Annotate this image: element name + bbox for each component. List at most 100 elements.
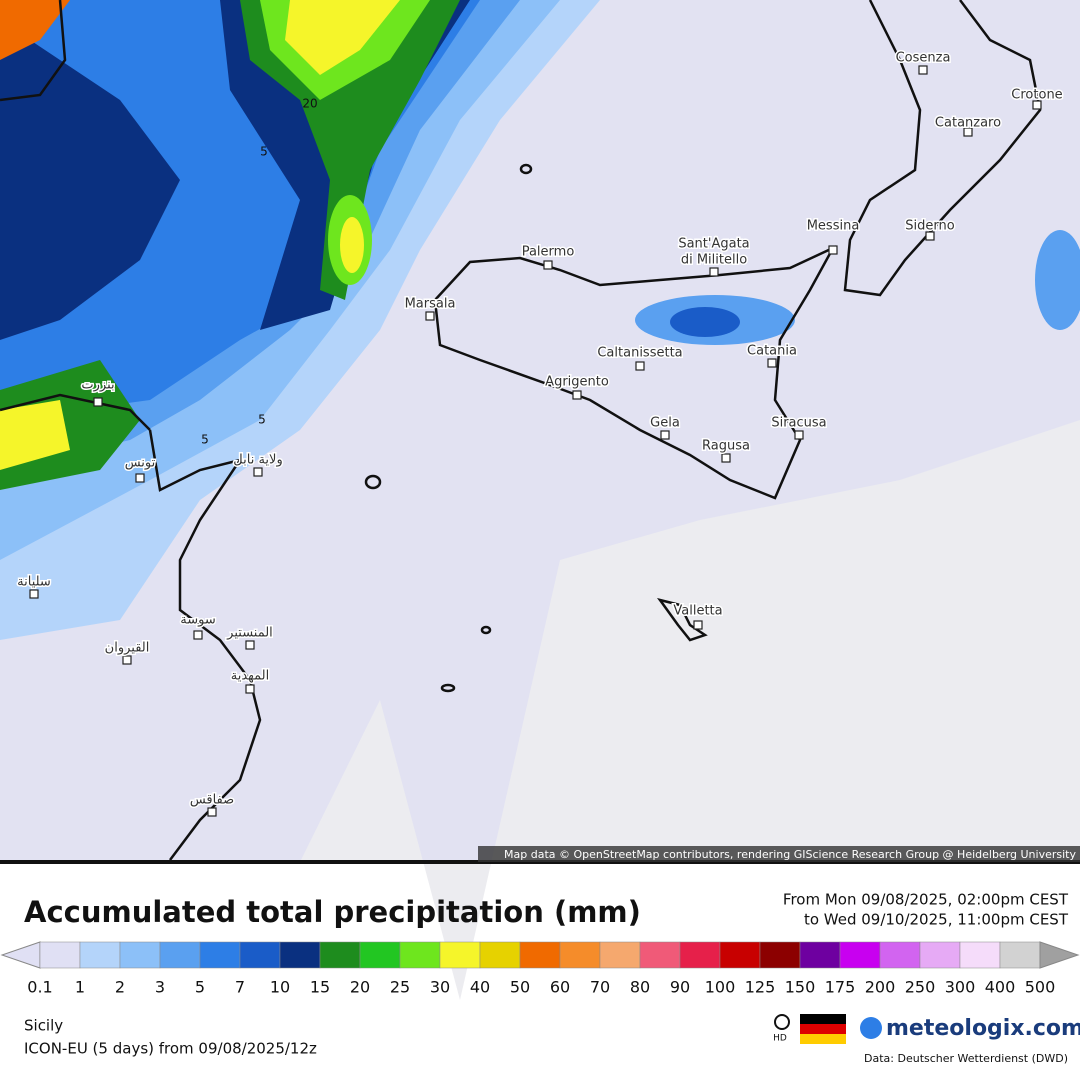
city-label: di Militello <box>681 253 747 268</box>
city-marker <box>135 473 145 483</box>
legend-tick-label: 100 <box>705 978 736 997</box>
city-marker <box>122 655 132 665</box>
legend-arrow-right <box>1039 941 1080 969</box>
city-label: Gela <box>650 416 680 431</box>
region: Sicily <box>24 1017 63 1035</box>
legend-tick-label: 50 <box>510 978 530 997</box>
legend-swatch <box>479 941 521 969</box>
city-marker <box>245 684 255 694</box>
legend-swatch <box>999 941 1041 969</box>
city-label: سليانة <box>17 575 51 590</box>
city-label: المنستير <box>226 626 273 641</box>
city-label: تونس <box>125 456 156 471</box>
legend-tick-label: 125 <box>745 978 776 997</box>
city-label: Messina <box>807 219 860 234</box>
city-marker <box>918 65 928 75</box>
legend-tick-label: 0.1 <box>27 978 52 997</box>
legend-swatch <box>679 941 721 969</box>
legend-tick-label: 60 <box>550 978 570 997</box>
legend-tick-label: 1 <box>75 978 85 997</box>
city-marker <box>193 630 203 640</box>
legend-tick-label: 15 <box>310 978 330 997</box>
legend-swatch <box>279 941 321 969</box>
legend-swatch <box>879 941 921 969</box>
contour-label: 5 <box>260 145 268 159</box>
brand: meteologix.com <box>886 1016 1080 1041</box>
city-label: Caltanissetta <box>597 346 682 361</box>
city-label: صفاقس <box>190 793 234 808</box>
legend-tick-label: 300 <box>945 978 976 997</box>
legend-title: Accumulated total precipitation (mm) <box>24 895 641 929</box>
city-marker <box>29 589 39 599</box>
city-label: Crotone <box>1011 88 1062 103</box>
city-marker <box>963 127 973 137</box>
city-label: القيروان <box>105 641 150 656</box>
legend-tick-label: 7 <box>235 978 245 997</box>
legend-swatch <box>119 941 161 969</box>
legend-swatch <box>79 941 121 969</box>
contour-label: 20 <box>302 97 317 111</box>
contour-label: 5 <box>258 413 266 427</box>
legend-swatch <box>559 941 601 969</box>
model: ICON-EU (5 days) from 09/08/2025/12z <box>24 1040 317 1058</box>
legend-swatch <box>919 941 961 969</box>
legend-swatch <box>839 941 881 969</box>
attribution: Map data © OpenStreetMap contributors, r… <box>504 848 1076 861</box>
zoom-icon <box>774 1014 790 1030</box>
source: Data: Deutscher Wetterdienst (DWD) <box>864 1052 1068 1065</box>
city-marker <box>572 390 582 400</box>
city-marker <box>543 260 553 270</box>
city-marker <box>425 311 435 321</box>
city-marker <box>1032 100 1042 110</box>
city-marker <box>93 397 103 407</box>
legend-swatch <box>959 941 1001 969</box>
legend-tick-label: 200 <box>865 978 896 997</box>
city-marker <box>794 430 804 440</box>
city-label: ولاية نابل <box>233 453 282 468</box>
legend-swatch <box>439 941 481 969</box>
legend-tick-label: 400 <box>985 978 1016 997</box>
legend-tick-label: 40 <box>470 978 490 997</box>
city-label: Sant'Agata <box>678 237 749 252</box>
flag <box>800 1014 846 1024</box>
city-marker <box>767 358 777 368</box>
city-marker <box>721 453 731 463</box>
logo <box>860 1017 882 1039</box>
city-marker <box>828 245 838 255</box>
legend-swatch <box>639 941 681 969</box>
legend-swatch <box>719 941 761 969</box>
city-label: Siracusa <box>771 416 826 431</box>
legend-swatch <box>199 941 241 969</box>
legend-swatch <box>799 941 841 969</box>
city-label: Catania <box>747 344 797 359</box>
hd: HD <box>773 1034 787 1044</box>
legend-swatch <box>519 941 561 969</box>
city-marker <box>693 620 703 630</box>
legend-swatch <box>599 941 641 969</box>
legend-tick-label: 250 <box>905 978 936 997</box>
contour-label: 5 <box>201 433 209 447</box>
city-label: Siderno <box>905 219 954 234</box>
legend-arrow-left <box>0 941 41 969</box>
legend-swatch <box>399 941 441 969</box>
legend-tick-label: 10 <box>270 978 290 997</box>
legend-swatch <box>239 941 281 969</box>
map: Map data © OpenStreetMap contributors, r… <box>0 0 1080 1000</box>
city-label: Cosenza <box>896 51 951 66</box>
legend-tick-label: 500 <box>1025 978 1056 997</box>
legend-tick-label: 3 <box>155 978 165 997</box>
legend-swatch <box>759 941 801 969</box>
city-label: Catanzaro <box>935 116 1001 131</box>
city-label: Ragusa <box>702 439 750 454</box>
city-label: سوسة <box>180 613 215 628</box>
legend-swatch <box>39 941 81 969</box>
legend-swatch <box>159 941 201 969</box>
city-label: المهدية <box>231 669 270 684</box>
city-marker <box>635 361 645 371</box>
legend-tick-label: 5 <box>195 978 205 997</box>
legend-tick-label: 80 <box>630 978 650 997</box>
city-marker <box>253 467 263 477</box>
legend-tick-label: 90 <box>670 978 690 997</box>
legend-tick-label: 20 <box>350 978 370 997</box>
